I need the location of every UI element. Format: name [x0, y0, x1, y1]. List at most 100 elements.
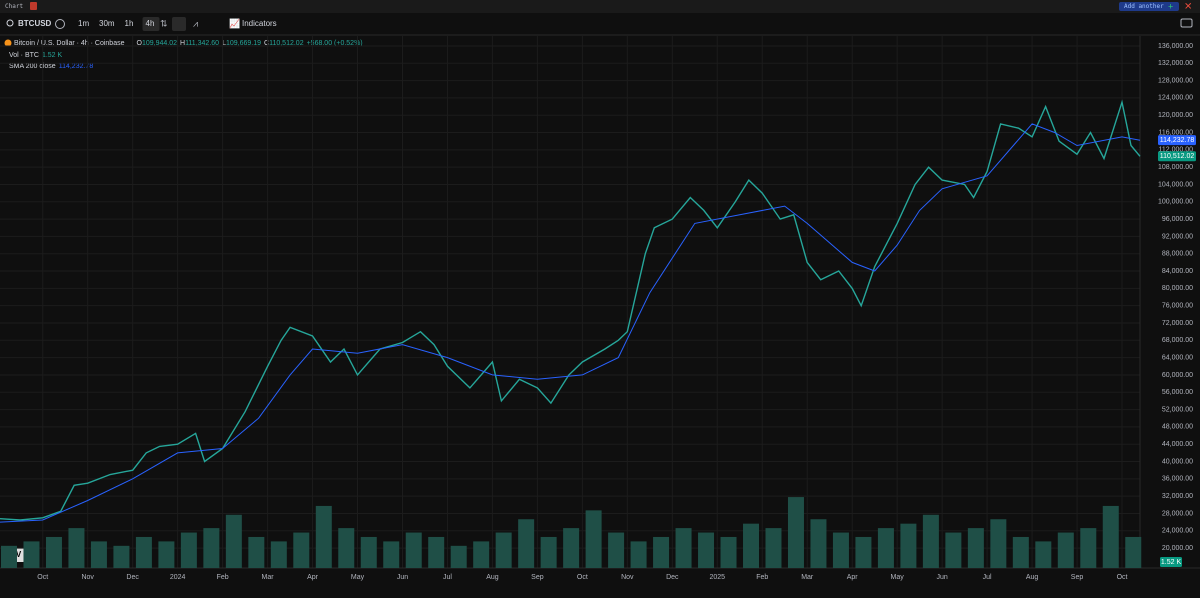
legend-item: 109,944.02 — [142, 40, 177, 47]
volume-bar — [967, 528, 984, 568]
y-tick-label: 32,000.00 — [1162, 493, 1193, 500]
x-tick-label: Feb — [756, 574, 768, 581]
y-tick-label: 64,000.00 — [1162, 354, 1193, 361]
interval[interactable]: 30m — [99, 19, 115, 28]
x-tick-label: Sep — [1071, 574, 1084, 581]
y-tick-label: 40,000.00 — [1162, 458, 1193, 465]
y-tick-label: 56,000.00 — [1162, 389, 1193, 396]
legend-item: 109,669.19 — [226, 40, 261, 47]
volume-bar — [428, 536, 445, 568]
x-tick-label: May — [351, 574, 365, 581]
x-tick-label: Apr — [307, 574, 319, 581]
x-tick-label: Oct — [37, 574, 48, 581]
close-icon[interactable]: ✕ — [1184, 2, 1192, 13]
y-tick-label: 100,000.00 — [1158, 199, 1193, 206]
x-tick-label: Nov — [81, 574, 94, 581]
x-tick-label: Mar — [801, 574, 814, 581]
bars-icon[interactable]: ⩘ — [193, 18, 198, 28]
y-tick-label: 60,000.00 — [1162, 372, 1193, 379]
x-tick-label: Jul — [983, 574, 992, 581]
add-button-label[interactable]: Add another — [1124, 3, 1164, 10]
y-tick-label: 88,000.00 — [1162, 251, 1193, 258]
volume-bar — [585, 510, 602, 568]
title-bar — [0, 0, 1200, 13]
volume-bar — [450, 545, 467, 568]
legend-name: SMA 200 close — [9, 63, 56, 70]
volume-bar — [1057, 532, 1074, 568]
legend-row: SMA 200 close 114,232.78 — [9, 63, 93, 70]
x-tick-label: May — [891, 574, 905, 581]
y-tick-label: 120,000.00 — [1158, 112, 1193, 119]
volume-bar — [518, 519, 535, 568]
legend-item: H — [180, 40, 185, 47]
volume-bar — [473, 541, 490, 568]
legend-item: 111,342.60 — [185, 40, 219, 47]
add-button[interactable] — [1119, 2, 1179, 11]
series-line — [0, 99, 1141, 521]
volume-bar — [90, 541, 107, 568]
window-title: Chart — [5, 3, 23, 10]
volume-bar — [877, 528, 894, 568]
volume-bar — [248, 536, 265, 568]
volume-bar — [855, 536, 872, 568]
y-tick-label: 84,000.00 — [1162, 268, 1193, 275]
y-tick-label: 112,000.00 — [1158, 147, 1193, 154]
indicators-icon[interactable]: 📈 — [229, 17, 240, 28]
grid — [0, 36, 1140, 568]
y-tick-label: 96,000.00 — [1162, 216, 1193, 223]
x-tick-label: Aug — [1026, 574, 1039, 581]
y-tick-label: 104,000.00 — [1158, 181, 1193, 188]
y-tick-label: 68,000.00 — [1162, 337, 1193, 344]
interval[interactable]: 4h — [146, 19, 155, 28]
interval[interactable]: 1m — [78, 19, 89, 28]
volume-bar — [270, 541, 287, 568]
icon[interactable] — [30, 2, 37, 10]
x-tick-label: Jun — [936, 574, 947, 581]
volume-bar — [225, 514, 242, 568]
camera-icon[interactable] — [1180, 18, 1193, 28]
volume-bar — [405, 532, 422, 568]
plus-icon[interactable]: + — [1168, 1, 1173, 11]
x-tick-label: Nov — [621, 574, 634, 581]
chart-type-icon[interactable]: ⇅ — [160, 18, 168, 28]
candles-icon[interactable] — [172, 17, 186, 31]
price-badge — [1158, 151, 1196, 162]
x-tick-label: Sep — [531, 574, 544, 581]
y-tick-label: 116,000.00 — [1158, 129, 1193, 136]
legend: Bitcoin / U.S. Dollar · 4h · Coinbase O10… — [4, 39, 363, 70]
x-tick-label: Mar — [262, 574, 275, 581]
volume-bar — [68, 528, 85, 568]
y-tick-label: 28,000.00 — [1162, 510, 1193, 517]
y-tick-label: 72,000.00 — [1162, 320, 1193, 327]
interval-active[interactable] — [142, 17, 160, 31]
y-tick-label: 36,000.00 — [1162, 476, 1193, 483]
indicators-button[interactable]: Indicators — [242, 19, 277, 28]
legend-item: O — [137, 40, 143, 47]
legend-value: 1.52 K — [42, 52, 63, 59]
volume-bar — [23, 541, 40, 568]
compare-icon[interactable] — [55, 19, 65, 29]
x-tick-label: Jul — [443, 574, 452, 581]
y-tick-label: 44,000.00 — [1162, 441, 1193, 448]
volume-bar — [832, 532, 849, 568]
interval[interactable]: 1h — [125, 19, 134, 28]
volume-bar — [990, 519, 1007, 568]
volume-bar — [653, 536, 670, 568]
volume-badge — [1160, 557, 1182, 567]
volume-bar — [810, 519, 827, 568]
symbol[interactable]: BTCUSD — [18, 19, 52, 28]
intervals: 1m 30m 1h 4h — [78, 17, 160, 31]
volume-bar — [743, 523, 760, 568]
volume-bar — [1102, 505, 1119, 568]
legend-row: Vol · BTC 1.52 K — [9, 52, 63, 59]
search-icon[interactable] — [6, 19, 14, 27]
volume-bar — [203, 528, 220, 568]
legend-value: 114,232.78 — [59, 63, 94, 70]
volume-bar — [383, 541, 400, 568]
volume-bar — [495, 532, 512, 568]
volume-bar — [338, 528, 355, 568]
x-tick-label: Dec — [126, 574, 139, 581]
y-tick-label: 124,000.00 — [1158, 95, 1193, 102]
volume-bar — [293, 532, 310, 568]
